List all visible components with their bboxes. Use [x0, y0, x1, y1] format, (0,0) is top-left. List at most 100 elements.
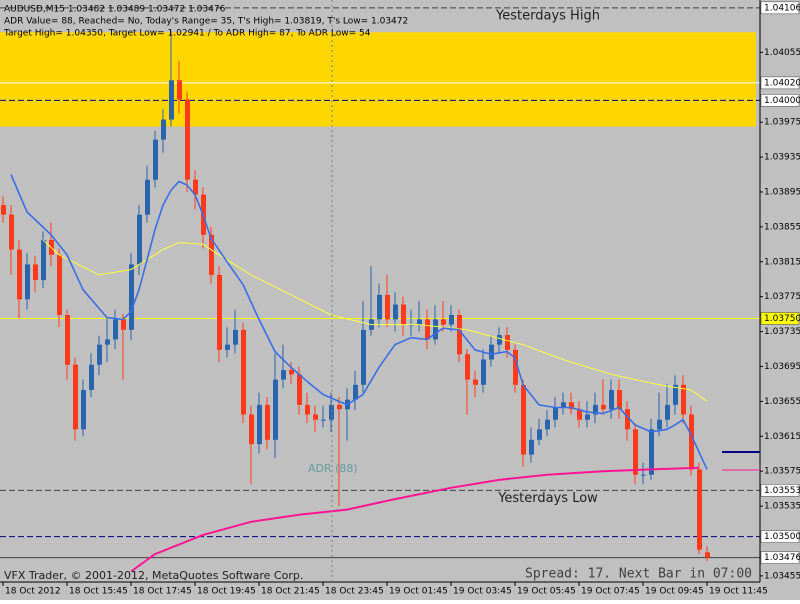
annotation: ADR (88) — [308, 462, 358, 475]
x-tick-label: 18 Oct 19:45 — [197, 587, 256, 597]
y-tick-label: 1.03655 — [764, 397, 800, 407]
candle-body — [585, 414, 590, 420]
moving-average — [130, 466, 700, 573]
candle-body — [385, 294, 390, 320]
candle-body — [489, 344, 494, 360]
y-tick-label: 1.03615 — [764, 432, 800, 442]
candle-body — [393, 304, 398, 320]
candle-body — [577, 409, 582, 420]
candle-body — [33, 264, 38, 281]
candle-body — [625, 409, 630, 430]
candle-body — [121, 319, 126, 330]
x-tick-label: 19 Oct 09:45 — [645, 587, 704, 597]
candle-body — [417, 319, 422, 325]
x-tick-label: 18 Oct 21:45 — [261, 587, 320, 597]
candle-body — [289, 369, 294, 375]
candle-body — [545, 419, 550, 430]
candle-body — [337, 404, 342, 410]
candle-body — [633, 429, 638, 475]
header-line: AUDUSD,M15 1.03482 1.03489 1.03472 1.034… — [4, 5, 226, 15]
candle-body — [217, 274, 222, 350]
level-price-label: 1.03553 — [764, 486, 800, 496]
target-zone — [0, 32, 756, 127]
candle-body — [169, 80, 174, 120]
moving-average — [42, 239, 708, 402]
candle-body — [641, 474, 646, 476]
x-tick-label: 18 Oct 17:45 — [133, 587, 192, 597]
y-tick-label: 1.03455 — [764, 571, 800, 581]
candle-body — [481, 359, 486, 385]
candle-body — [209, 234, 214, 275]
x-tick-label: 18 Oct 15:45 — [69, 587, 128, 597]
candle-body — [145, 179, 150, 215]
candle-body — [665, 404, 670, 420]
candle-body — [89, 364, 94, 391]
header-line: ADR Value= 88, Reached= No, Today's Rang… — [4, 17, 408, 27]
x-tick-label: 19 Oct 05:45 — [517, 587, 576, 597]
candle-body — [257, 404, 262, 445]
y-tick-label: 1.03775 — [764, 292, 800, 302]
y-tick-label: 1.03975 — [764, 118, 800, 128]
candle-body — [113, 319, 118, 340]
candle-body — [153, 139, 158, 180]
y-tick-label: 1.03575 — [764, 467, 800, 477]
candle-body — [249, 414, 254, 445]
level-name: Yesterdays High — [495, 8, 600, 23]
level-price-label: 1.04106 — [764, 3, 800, 13]
level-price-box — [760, 1, 800, 15]
candle-body — [193, 179, 198, 195]
level-name: Yesterdays Low — [497, 491, 598, 506]
candle-body — [297, 374, 302, 405]
candle-body — [601, 404, 606, 410]
level-price-box — [760, 76, 800, 90]
candle-body — [273, 379, 278, 440]
candle-body — [433, 319, 438, 340]
candle-body — [233, 329, 238, 345]
footer-copyright: VFX Trader, © 2001-2012, MetaQuotes Soft… — [4, 569, 303, 582]
candle-body — [553, 407, 558, 420]
level-price-box — [760, 484, 800, 497]
candle-body — [697, 469, 702, 550]
moving-average — [10, 174, 708, 470]
candle-body — [305, 404, 310, 415]
candle-body — [689, 414, 694, 470]
candle-body — [401, 304, 406, 325]
candle-body — [321, 419, 326, 421]
level-price-label: 1.03476 — [764, 553, 800, 563]
y-tick-label: 1.03895 — [764, 187, 800, 197]
candle-body — [161, 119, 166, 140]
candle-body — [649, 429, 654, 475]
y-tick-label: 1.03935 — [764, 153, 800, 163]
candle-body — [457, 314, 462, 355]
candle-body — [129, 264, 134, 330]
y-tick-label: 1.04055 — [764, 48, 800, 58]
x-tick-label: 19 Oct 03:45 — [453, 587, 512, 597]
y-tick-label: 1.03535 — [764, 502, 800, 512]
candle-body — [57, 254, 62, 315]
candle-body — [593, 404, 598, 415]
candle-body — [465, 354, 470, 380]
x-tick-label: 19 Oct 11:45 — [709, 587, 768, 597]
candle-body — [1, 205, 6, 215]
candle-body — [377, 294, 382, 320]
candle-body — [449, 314, 454, 325]
candle-body — [441, 319, 446, 325]
candle-body — [81, 390, 86, 430]
candle-body — [521, 384, 526, 455]
candle-body — [73, 364, 78, 430]
candle-body — [65, 314, 70, 365]
candle-body — [137, 214, 142, 265]
candle-body — [473, 379, 478, 385]
candle-body — [329, 404, 334, 420]
candle-body — [705, 552, 710, 558]
candle-body — [281, 369, 286, 380]
level-price-label: 1.04000 — [764, 96, 800, 106]
level-price-box — [760, 530, 800, 543]
candle-body — [681, 384, 686, 415]
candle-body — [97, 344, 102, 365]
level-price-label: 1.04020 — [764, 78, 800, 88]
y-tick-label: 1.03695 — [764, 362, 800, 372]
y-tick-label: 1.03735 — [764, 327, 800, 337]
